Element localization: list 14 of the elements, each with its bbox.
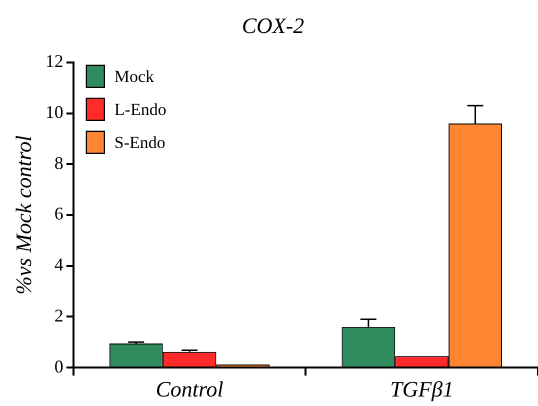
legend-label: Mock	[114, 66, 155, 86]
y-tick-label: 0	[54, 356, 64, 376]
x-tick-label: Control	[156, 376, 224, 402]
legend-label: S-Endo	[114, 132, 166, 152]
y-tick-label: 12	[45, 51, 64, 72]
y-tick-label: 10	[45, 102, 64, 122]
chart-title: COX-2	[242, 12, 304, 38]
y-tick-label: 8	[54, 152, 64, 173]
y-tick-label: 6	[54, 204, 64, 224]
y-tick-label: 4	[54, 254, 64, 275]
y-axis-title: %vs Mock control	[10, 135, 36, 295]
x-tick-label: TGFβ1	[390, 376, 454, 402]
legend-label: L-Endo	[114, 100, 166, 119]
y-tick-label: 2	[54, 305, 64, 326]
